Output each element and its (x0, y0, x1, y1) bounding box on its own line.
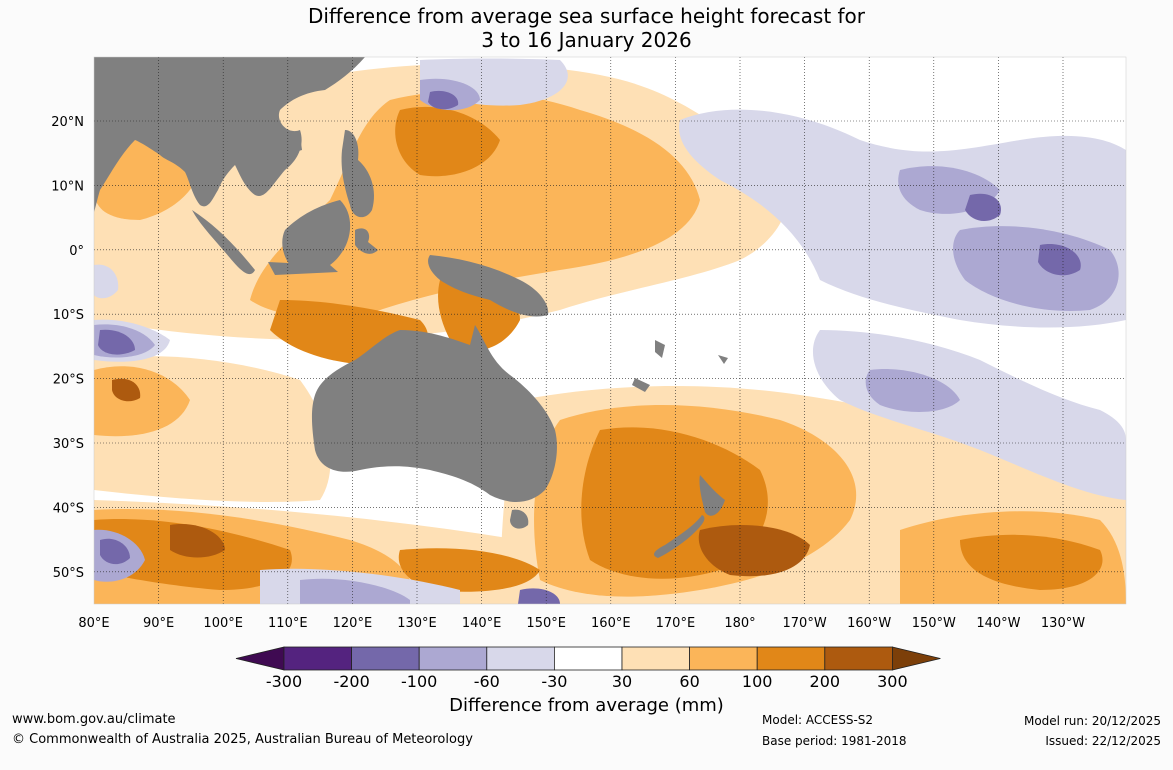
anomaly-medium-orange-maritime (250, 91, 700, 317)
anomaly-darkest-orange-west (112, 378, 141, 402)
land-philippines (341, 130, 375, 218)
lon-tick-label: 90°E (143, 616, 174, 631)
land-fiji (718, 355, 728, 364)
anomaly-dark-orange-far-south (960, 534, 1103, 590)
lon-tick-label: 170°E (656, 616, 696, 631)
lat-tick-label: 10°N (51, 179, 84, 194)
colorbar-segment (351, 646, 420, 671)
colorbar-label: 30 (612, 672, 632, 691)
lat-tick-label: 20°S (53, 373, 84, 388)
anomaly-dark-purple-c (98, 329, 135, 355)
anomaly-light-purple-west (94, 264, 119, 299)
lat-tick-label: 10°S (53, 308, 84, 323)
colorbar-title: Difference from average (mm) (449, 695, 724, 716)
land-vanuatu (655, 340, 665, 358)
map-area (94, 57, 1126, 604)
colorbar (235, 646, 941, 671)
colorbar-segment (554, 646, 623, 671)
land-borneo (282, 200, 351, 272)
lon-tick-label: 80°E (78, 616, 109, 631)
title-line-1: Difference from average sea surface heig… (307, 4, 866, 28)
anomaly-dark-purple-a (965, 193, 1001, 222)
lat-tick-label: 20°N (51, 115, 84, 130)
bom-url: www.bom.gov.au/climate (12, 712, 176, 727)
colorbar-tick-labels: -300 -200 -100 -60 -30 30 60 100 200 300 (266, 672, 908, 691)
colorbar-label: 300 (877, 672, 908, 691)
lon-tick-label: 110°E (268, 616, 308, 631)
colorbar-label: 60 (679, 672, 699, 691)
colorbar-label: -60 (474, 672, 500, 691)
lon-tick-label: 160°E (591, 616, 631, 631)
anomaly-dark-purple-e (428, 90, 459, 110)
lon-tick-label: 150°W (912, 616, 956, 631)
colorbar-segment (621, 646, 690, 671)
anomaly-medium-purple-g (300, 578, 410, 604)
lon-tick-label: 140°E (462, 616, 502, 631)
colorbar-label: 200 (810, 672, 841, 691)
map-border (93, 56, 1127, 605)
anomaly-dark-orange-south-australia (398, 548, 540, 592)
colorbar-segment (418, 646, 488, 671)
land-sumatra (192, 210, 255, 275)
longitude-labels: 80°E 90°E 100°E 110°E 120°E 130°E 140°E 150°E 16… (78, 616, 1085, 631)
land-masses (94, 57, 728, 558)
anomaly-medium-purple-c (865, 369, 960, 412)
colorbar-segment (824, 646, 893, 671)
lon-tick-label: 180° (724, 616, 755, 631)
colorbar-segment (756, 646, 826, 671)
base-period: Base period: 1981-2018 (762, 734, 907, 748)
colorbar-label: 100 (742, 672, 773, 691)
colorbar-low-arrow (235, 646, 285, 671)
colorbar-segment (283, 646, 352, 671)
lon-tick-label: 100°E (203, 616, 243, 631)
lon-tick-label: 150°E (526, 616, 566, 631)
land-hainan (290, 135, 302, 152)
lat-tick-label: 0° (69, 244, 84, 259)
anomaly-dark-purple-d (100, 538, 130, 565)
land-nz-north-island (699, 475, 725, 516)
lat-tick-label: 40°S (53, 501, 84, 516)
model-run-date: Model run: 20/12/2025 (1023, 714, 1161, 728)
anomaly-field (94, 58, 1126, 604)
lon-tick-label: 170°W (783, 616, 827, 631)
model-name: Model: ACCESS-S2 (762, 713, 874, 727)
land-sulawesi (355, 228, 378, 254)
colorbar-segment (689, 646, 758, 671)
land-asia (94, 57, 365, 212)
issued-date: Issued: 22/12/2025 (1045, 734, 1161, 748)
lon-tick-label: 120°E (333, 616, 373, 631)
anomaly-dark-orange-philippine (395, 106, 500, 177)
lon-tick-label: 130°E (397, 616, 437, 631)
colorbar-label: -300 (266, 672, 302, 691)
colorbar-high-arrow (892, 646, 941, 671)
colorbar-segment (486, 646, 555, 671)
land-australia (311, 325, 557, 502)
graticule (94, 57, 1126, 604)
chart-title: Difference from average sea surface heig… (0, 4, 1173, 52)
copyright-text: © Commonwealth of Australia 2025, Austra… (12, 732, 473, 747)
land-tasmania (510, 509, 529, 529)
lat-tick-label: 30°S (53, 437, 84, 452)
land-nz-south-island (654, 515, 705, 558)
anomaly-dark-purple-b (1038, 244, 1081, 276)
anomaly-dark-purple-f (518, 588, 560, 604)
colorbar-label: -200 (333, 672, 369, 691)
colorbar-label: -100 (401, 672, 437, 691)
lon-tick-label: 130°W (1041, 616, 1085, 631)
anomaly-medium-purple-b (953, 226, 1119, 311)
lon-tick-label: 160°W (847, 616, 891, 631)
colorbar-label: -30 (541, 672, 567, 691)
land-new-caledonia (632, 378, 650, 392)
anomaly-darkest-orange-si (170, 524, 225, 558)
lat-tick-label: 50°S (53, 566, 84, 581)
latitude-labels: 20°N 10°N 0° 10°S 20°S 30°S 40°S 50°S (51, 115, 84, 581)
land-new-guinea (428, 255, 549, 317)
title-line-2: 3 to 16 January 2026 (481, 28, 692, 52)
forecast-map: 20°N 10°N 0° 10°S 20°S 30°S 40°S 50°S 80°E 90°E 1… (51, 56, 1127, 691)
lon-tick-label: 140°W (976, 616, 1020, 631)
anomaly-darkest-orange-se-nz (698, 525, 810, 577)
